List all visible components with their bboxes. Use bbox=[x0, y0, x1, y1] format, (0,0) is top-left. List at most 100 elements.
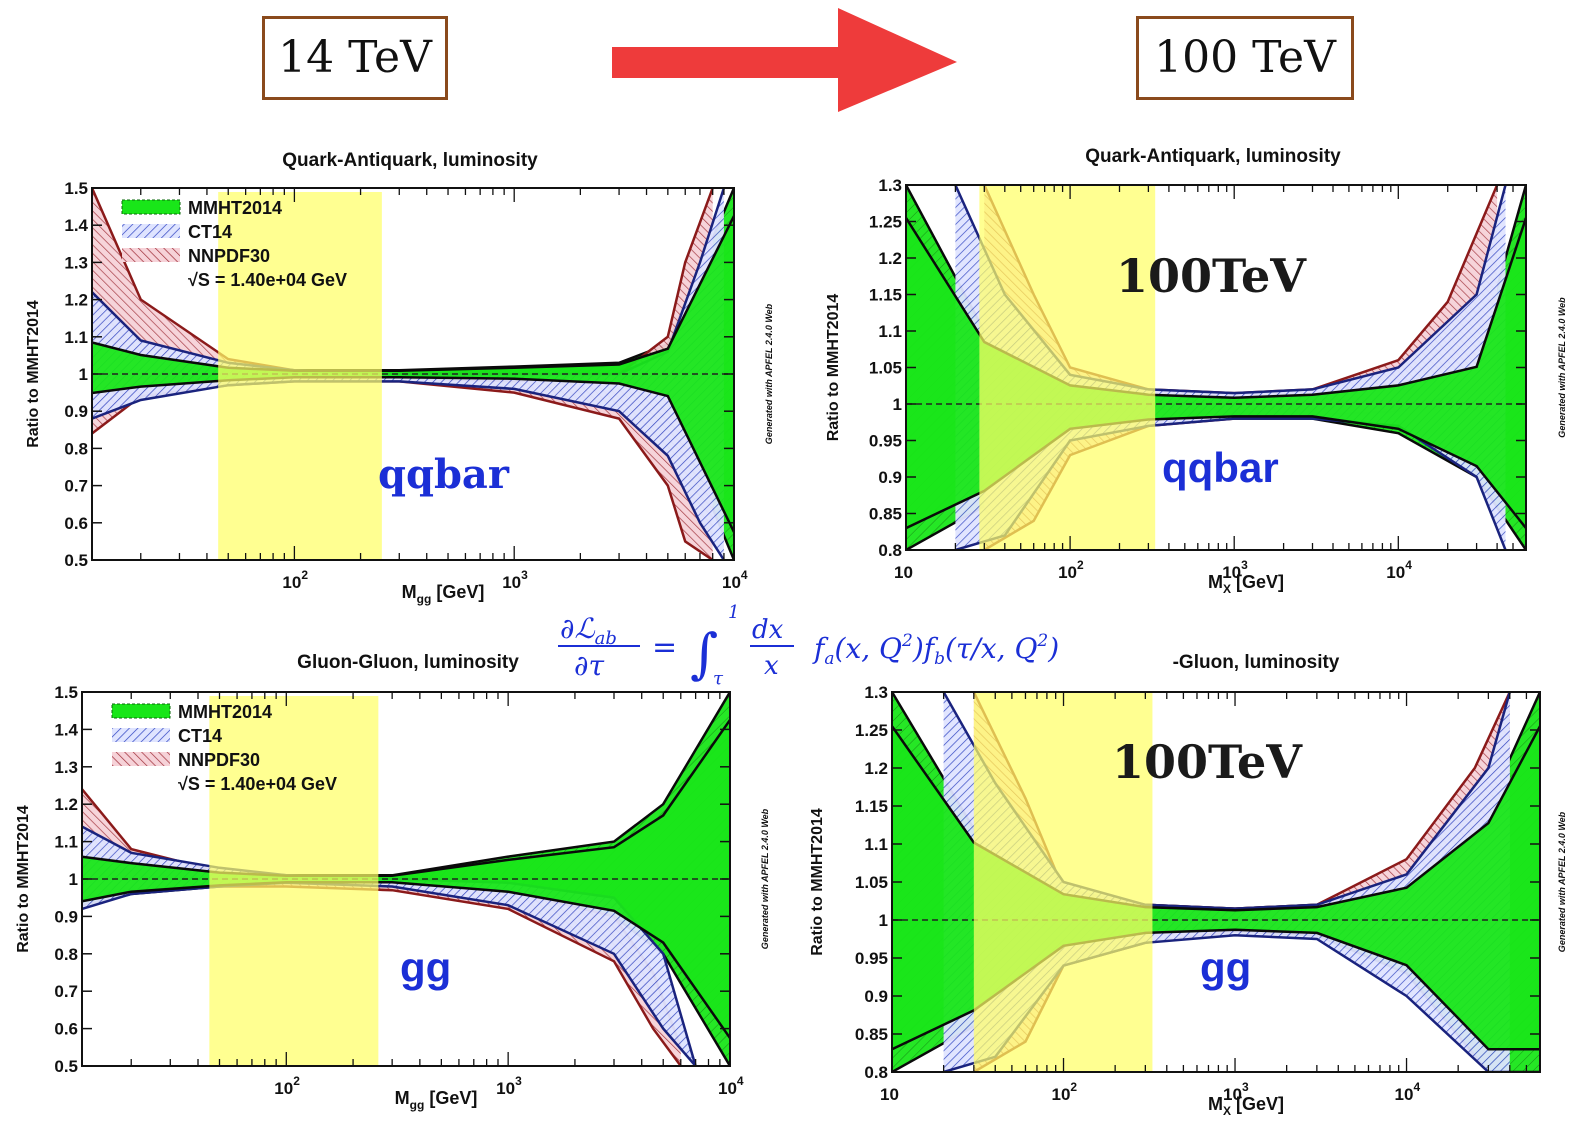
y-tick-label: 1.1 bbox=[864, 835, 888, 854]
y-tick-label: 1 bbox=[69, 870, 78, 889]
y-tick-label: 0.6 bbox=[54, 1020, 78, 1039]
y-tick-label: 1.15 bbox=[855, 797, 888, 816]
y-axis-label: Ratio to MMHT2014 bbox=[825, 294, 842, 442]
y-tick-label: 1.3 bbox=[64, 253, 88, 272]
formula-x: x bbox=[764, 651, 779, 681]
tev-label: 100TeV bbox=[1116, 249, 1307, 303]
x-tick-label: 103 bbox=[1222, 558, 1248, 582]
highlight-region bbox=[979, 185, 1156, 550]
formula-rhs: fa(x, Q2)fb(τ/x, Q2) bbox=[812, 631, 1059, 669]
formula-upper-limit: 1 bbox=[728, 602, 739, 623]
y-tick-label: 1.3 bbox=[54, 758, 78, 777]
y-axis-label: Ratio to MMHT2014 bbox=[15, 805, 32, 953]
channel-label: gg bbox=[400, 944, 451, 991]
y-tick-label: 1 bbox=[893, 395, 902, 414]
y-tick-label: 0.7 bbox=[54, 982, 78, 1001]
series-ct14-lower-line bbox=[92, 380, 725, 560]
y-tick-label: 1.3 bbox=[864, 683, 888, 702]
x-axis-label: Mgg [GeV] bbox=[395, 1088, 478, 1112]
chart-panel-qq14: Quark-Antiquark, luminosity 1.5 1.4 1.3 1.2 1… bbox=[25, 150, 774, 606]
legend-entry: CT14 bbox=[178, 726, 222, 746]
x-axis-label: MX [GeV] bbox=[1208, 572, 1284, 596]
x-tick-label: 102 bbox=[1052, 1080, 1078, 1104]
x-axis-label: Mgg [GeV] bbox=[402, 582, 485, 606]
formula-integral: ∫ bbox=[690, 622, 718, 685]
y-tick-label: 0.95 bbox=[855, 949, 888, 968]
y-tick-label: 1.25 bbox=[855, 721, 888, 740]
chart-title: Gluon-Gluon, luminosity bbox=[297, 652, 519, 673]
y-tick-label: 0.85 bbox=[869, 505, 902, 524]
legend-entry: NNPDF30 bbox=[178, 750, 260, 770]
x-tick-label: 102 bbox=[282, 568, 308, 592]
chart-panel-gg14: Gluon-Gluon, luminosity1.51.41.31.21.110… bbox=[15, 652, 770, 1112]
highlight-region bbox=[218, 192, 382, 560]
legend-swatch bbox=[122, 224, 180, 238]
formula-lower-limit: τ bbox=[713, 668, 724, 689]
legend-entry: NNPDF30 bbox=[188, 246, 270, 266]
y-tick-label: 1.4 bbox=[64, 216, 88, 235]
x-tick-label: 10 bbox=[880, 1085, 899, 1104]
series-mmht2014-core-upper-line bbox=[92, 215, 734, 373]
y-tick-label: 1.2 bbox=[878, 249, 902, 268]
generated-with-note: Generated with APFEL 2.4.0 Web bbox=[764, 303, 774, 444]
highlight-region bbox=[973, 692, 1153, 1072]
y-tick-label: 1.25 bbox=[869, 213, 902, 232]
formula-dx: dx bbox=[752, 615, 784, 645]
legend-swatch bbox=[112, 728, 170, 742]
series-ct14-lower-line bbox=[82, 881, 697, 1066]
y-tick-label: 0.9 bbox=[54, 907, 78, 926]
formula-lhs-denominator: ∂τ bbox=[574, 649, 604, 682]
y-tick-label: 0.5 bbox=[64, 551, 88, 570]
y-tick-label: 0.5 bbox=[54, 1057, 78, 1076]
luminosity-formula: ∂ℒab ∂τ = ∫ 1 τ dx x fa(x, Q2)fb(τ/x, Q2… bbox=[558, 602, 1059, 689]
legend-sqrt-s: √S = 1.40e+04 GeV bbox=[188, 270, 347, 290]
y-tick-label: 0.9 bbox=[864, 987, 888, 1006]
y-tick-label: 0.85 bbox=[855, 1025, 888, 1044]
x-tick-label: 103 bbox=[1223, 1080, 1249, 1104]
chart-title: Quark-Antiquark, luminosity bbox=[1085, 146, 1341, 167]
x-tick-label: 103 bbox=[502, 568, 528, 592]
generated-with-note: Generated with APFEL 2.4.0 Web bbox=[760, 808, 770, 949]
chart-title: Quark-Antiquark, luminosity bbox=[282, 150, 538, 171]
legend-entry: CT14 bbox=[188, 222, 232, 242]
y-axis-label: Ratio to MMHT2014 bbox=[25, 300, 42, 448]
x-axis-label: MX [GeV] bbox=[1208, 1094, 1284, 1118]
channel-label: qqbar bbox=[1162, 444, 1279, 491]
legend-swatch bbox=[122, 248, 180, 262]
y-tick-label: 0.9 bbox=[878, 468, 902, 487]
y-tick-label: 0.6 bbox=[64, 514, 88, 533]
y-tick-label: 0.9 bbox=[64, 402, 88, 421]
x-tick-label: 102 bbox=[1058, 558, 1084, 582]
x-tick-label: 104 bbox=[1395, 1080, 1421, 1104]
generated-with-note: Generated with APFEL 2.4.0 Web bbox=[1557, 297, 1567, 438]
y-tick-label: 0.8 bbox=[864, 1063, 888, 1082]
y-tick-label: 1.1 bbox=[54, 833, 78, 852]
legend-swatch bbox=[111, 703, 171, 719]
y-tick-label: 1.05 bbox=[869, 359, 902, 378]
legend-entry: MMHT2014 bbox=[178, 702, 272, 722]
x-tick-label: 104 bbox=[718, 1074, 744, 1098]
series-mmht2014-core-upper-line bbox=[82, 719, 730, 878]
chart-panel-gg100: -Gluon, luminosity 1.3 1.25 1.2 1.15 1.1 1.05 1… bbox=[809, 652, 1567, 1118]
channel-label: gg bbox=[1200, 944, 1251, 991]
chart-panel-qq100: Quark-Antiquark, luminosity 1.3 1.25 1.2 1.1… bbox=[825, 146, 1567, 596]
x-tick-label: 104 bbox=[1386, 558, 1412, 582]
y-tick-label: 1.5 bbox=[64, 179, 88, 198]
legend-swatch bbox=[112, 752, 170, 766]
legend-sqrt-s: √S = 1.40e+04 GeV bbox=[178, 774, 337, 794]
legend: MMHT2014 CT14 NNPDF30 √S = 1.40e+04 GeV bbox=[121, 198, 347, 290]
series-mmht2014-core-lower-line bbox=[82, 880, 730, 1039]
chart-title: -Gluon, luminosity bbox=[1173, 652, 1340, 673]
y-tick-label: 1.2 bbox=[64, 291, 88, 310]
y-tick-label: 1.2 bbox=[54, 795, 78, 814]
y-tick-label: 0.95 bbox=[869, 432, 902, 451]
y-axis-label: Ratio to MMHT2014 bbox=[809, 808, 826, 956]
energy-label-100tev: 100 TeV bbox=[1136, 16, 1354, 100]
generated-with-note: Generated with APFEL 2.4.0 Web bbox=[1557, 811, 1567, 952]
energy-label-14tev: 14 TeV bbox=[262, 16, 448, 100]
y-tick-label: 1 bbox=[879, 911, 888, 930]
arrow-right-icon bbox=[612, 8, 957, 112]
y-tick-label: 1.3 bbox=[878, 176, 902, 195]
y-tick-label: 1 bbox=[79, 365, 88, 384]
